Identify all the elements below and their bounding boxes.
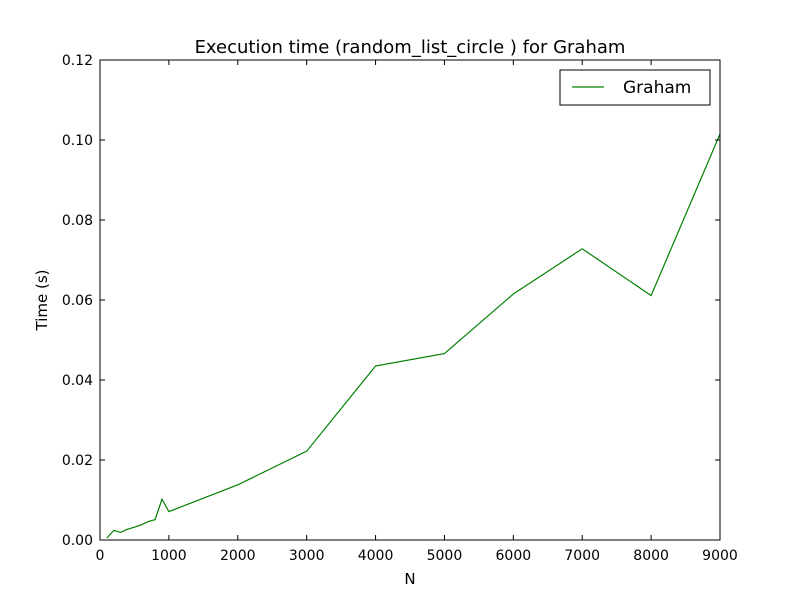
y-tick-label: 0.00 [62, 533, 93, 549]
x-tick-label: 4000 [358, 548, 394, 564]
x-axis: 0 1000 2000 3000 4000 5000 6000 7000 8000 9000 [96, 60, 738, 564]
y-tick-label: 0.02 [62, 453, 93, 469]
x-tick-label: 5000 [427, 548, 463, 564]
x-tick-label: 6000 [496, 548, 532, 564]
x-axis-label: N [404, 570, 415, 588]
plot-frame [99, 59, 721, 541]
plot-area [106, 133, 721, 539]
series-line-graham [106, 133, 721, 539]
x-tick-label: 8000 [633, 548, 669, 564]
legend: Graham [559, 69, 711, 106]
legend-label-graham: Graham [623, 78, 691, 98]
x-tick-label: 2000 [220, 548, 256, 564]
y-tick-label: 0.04 [62, 373, 93, 389]
y-axis-label: Time (s) [33, 270, 51, 332]
x-tick-label: 1000 [151, 548, 187, 564]
chart-title: Execution time (random_list_circle ) for… [195, 37, 626, 58]
y-axis: 0.00 0.02 0.04 0.06 0.08 0.10 0.12 [62, 53, 720, 549]
y-tick-label: 0.12 [62, 53, 93, 69]
x-tick-label: 0 [96, 548, 105, 564]
x-tick-label: 3000 [289, 548, 325, 564]
y-tick-label: 0.06 [62, 293, 93, 309]
x-tick-label: 9000 [702, 548, 738, 564]
y-tick-label: 0.10 [62, 133, 93, 149]
x-tick-label: 7000 [564, 548, 600, 564]
y-tick-label: 0.08 [62, 213, 93, 229]
